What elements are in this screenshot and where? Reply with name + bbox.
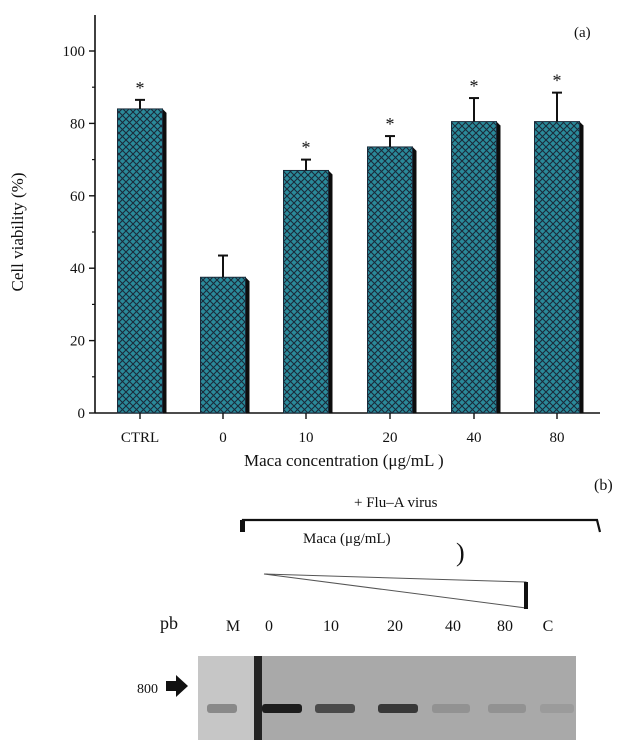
y-tick-label: 80 xyxy=(70,116,85,132)
x-tick-label: 0 xyxy=(219,430,227,446)
significance-mark: * xyxy=(386,114,395,134)
concentration-wedge xyxy=(263,573,527,609)
wedge-edge xyxy=(524,582,528,609)
row-header-pb: pb xyxy=(160,613,178,633)
lane-label-80: 80 xyxy=(497,618,513,635)
significance-mark: * xyxy=(470,76,479,96)
x-axis-title: Maca concentration (μg/mL ) xyxy=(244,451,444,470)
panel-a-label: (a) xyxy=(574,25,591,41)
marker-lane xyxy=(198,656,254,740)
gel-panel-b: M 0 10 20 40 80 C 800 xyxy=(137,518,602,740)
x-tick-label: 10 xyxy=(299,430,314,446)
gel-band-80 xyxy=(488,704,526,713)
bar-10 xyxy=(283,169,329,414)
bar-40 xyxy=(451,121,497,414)
x-tick-label: 40 xyxy=(467,430,482,446)
lane-divider xyxy=(254,656,262,740)
y-tick-label: 0 xyxy=(78,406,86,422)
x-tick-label: 20 xyxy=(383,430,398,446)
lane-label-40: 40 xyxy=(445,618,461,635)
bar-chart-panel-a: 0 20 40 60 80 100 Cell viability (%) * CTRL 0 * 10 *… xyxy=(8,15,600,446)
lane-label-10: 10 xyxy=(323,618,339,635)
bar-shadow xyxy=(245,277,250,413)
bar-shadow xyxy=(579,121,584,413)
maca-label: Maca (μg/mL) xyxy=(303,531,391,547)
y-tick-label: 60 xyxy=(70,189,85,205)
gel-band-10 xyxy=(315,704,355,713)
bar-20 xyxy=(367,146,413,414)
bar-shadow xyxy=(496,121,501,413)
y-tick-label: 100 xyxy=(63,44,86,60)
significance-mark: * xyxy=(302,138,311,158)
gradient-mark: ) xyxy=(456,538,465,567)
lane-label-M: M xyxy=(226,618,240,635)
gel-band-M xyxy=(207,704,237,713)
gel-band-C xyxy=(540,704,574,713)
gel-band-20 xyxy=(378,704,418,713)
significance-mark: * xyxy=(136,78,145,98)
y-axis-title: Cell viability (%) xyxy=(8,173,27,292)
panel-b-label: (b) xyxy=(594,477,613,494)
bar-80 xyxy=(534,121,580,414)
x-tick-label: 80 xyxy=(550,430,565,446)
bracket-foot xyxy=(240,520,245,532)
gel-band-40 xyxy=(432,704,470,713)
treatment-label: + Flu–A virus xyxy=(354,495,438,511)
lane-label-20: 20 xyxy=(387,618,403,635)
lane-label-0: 0 xyxy=(265,618,273,635)
lane-label-C: C xyxy=(543,618,554,635)
bar-0 xyxy=(200,276,246,414)
x-tick-label: CTRL xyxy=(121,430,159,446)
y-tick-label: 40 xyxy=(70,261,85,277)
bar-shadow xyxy=(328,170,333,413)
marker-arrow xyxy=(166,675,188,697)
bar-shadow xyxy=(412,146,417,413)
gel-band-0 xyxy=(262,704,302,713)
significance-mark: * xyxy=(553,71,562,91)
marker-size-label: 800 xyxy=(137,682,158,697)
treatment-bracket xyxy=(241,518,602,533)
bar-shadow xyxy=(162,108,167,414)
bar-CTRL xyxy=(117,108,163,414)
y-tick-label: 20 xyxy=(70,334,85,350)
